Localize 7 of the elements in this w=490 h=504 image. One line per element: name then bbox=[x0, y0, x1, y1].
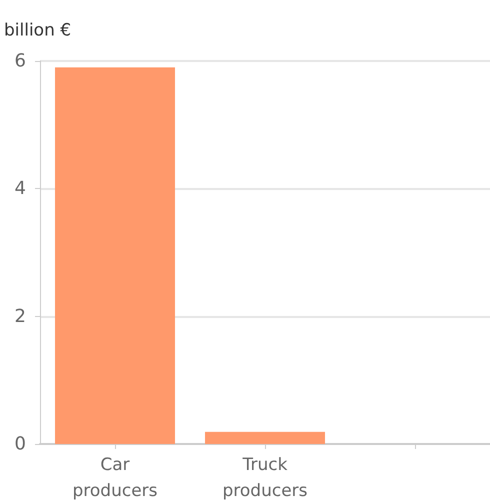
y-tick-label: 6 bbox=[14, 50, 26, 72]
y-tick-label: 0 bbox=[14, 434, 26, 454]
y-tick-label: 2 bbox=[14, 306, 26, 327]
y-tick-label: 4 bbox=[14, 178, 26, 200]
y-axis-title: billion € bbox=[4, 20, 72, 40]
x-tick-label: Truck producers bbox=[222, 455, 308, 501]
x-tick-label: Car producers bbox=[72, 455, 158, 501]
